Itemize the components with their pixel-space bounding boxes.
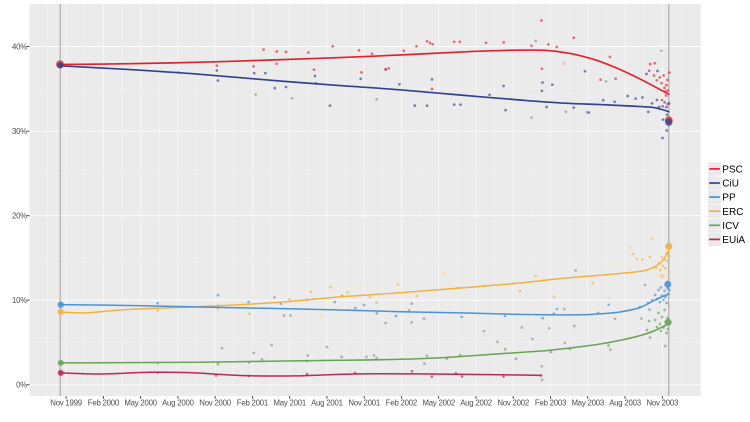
svg-text:20%: 20% [12, 211, 27, 220]
svg-text:Nov 2001: Nov 2001 [348, 399, 380, 408]
svg-text:30%: 30% [12, 127, 27, 136]
svg-text:May 2000: May 2000 [124, 399, 157, 408]
svg-text:40%: 40% [12, 42, 27, 51]
svg-text:May 2003: May 2003 [571, 399, 603, 408]
svg-text:ICV: ICV [722, 221, 739, 232]
svg-text:PP: PP [722, 193, 736, 204]
svg-text:Feb 2002: Feb 2002 [386, 399, 417, 408]
svg-text:Nov 2000: Nov 2000 [199, 399, 232, 408]
svg-text:PSC: PSC [722, 165, 743, 176]
svg-text:Feb 2000: Feb 2000 [88, 399, 120, 408]
svg-text:Aug 2000: Aug 2000 [162, 399, 195, 408]
svg-text:Nov 2003: Nov 2003 [646, 399, 678, 408]
svg-text:CiU: CiU [722, 179, 739, 190]
svg-text:Aug 2001: Aug 2001 [311, 399, 343, 408]
svg-text:Nov 2002: Nov 2002 [497, 399, 529, 408]
svg-text:May 2002: May 2002 [422, 399, 454, 408]
svg-text:Feb 2001: Feb 2001 [237, 399, 268, 408]
svg-text:May 2001: May 2001 [273, 399, 305, 408]
svg-text:EUiA: EUiA [722, 235, 745, 246]
svg-text:Feb 2003: Feb 2003 [535, 399, 566, 408]
svg-text:Aug 2002: Aug 2002 [460, 399, 492, 408]
svg-text:Aug 2003: Aug 2003 [609, 399, 641, 408]
svg-text:10%: 10% [12, 296, 27, 305]
svg-text:Nov 1999: Nov 1999 [50, 399, 82, 408]
svg-text:0%: 0% [16, 381, 27, 390]
svg-text:ERC: ERC [722, 207, 743, 218]
